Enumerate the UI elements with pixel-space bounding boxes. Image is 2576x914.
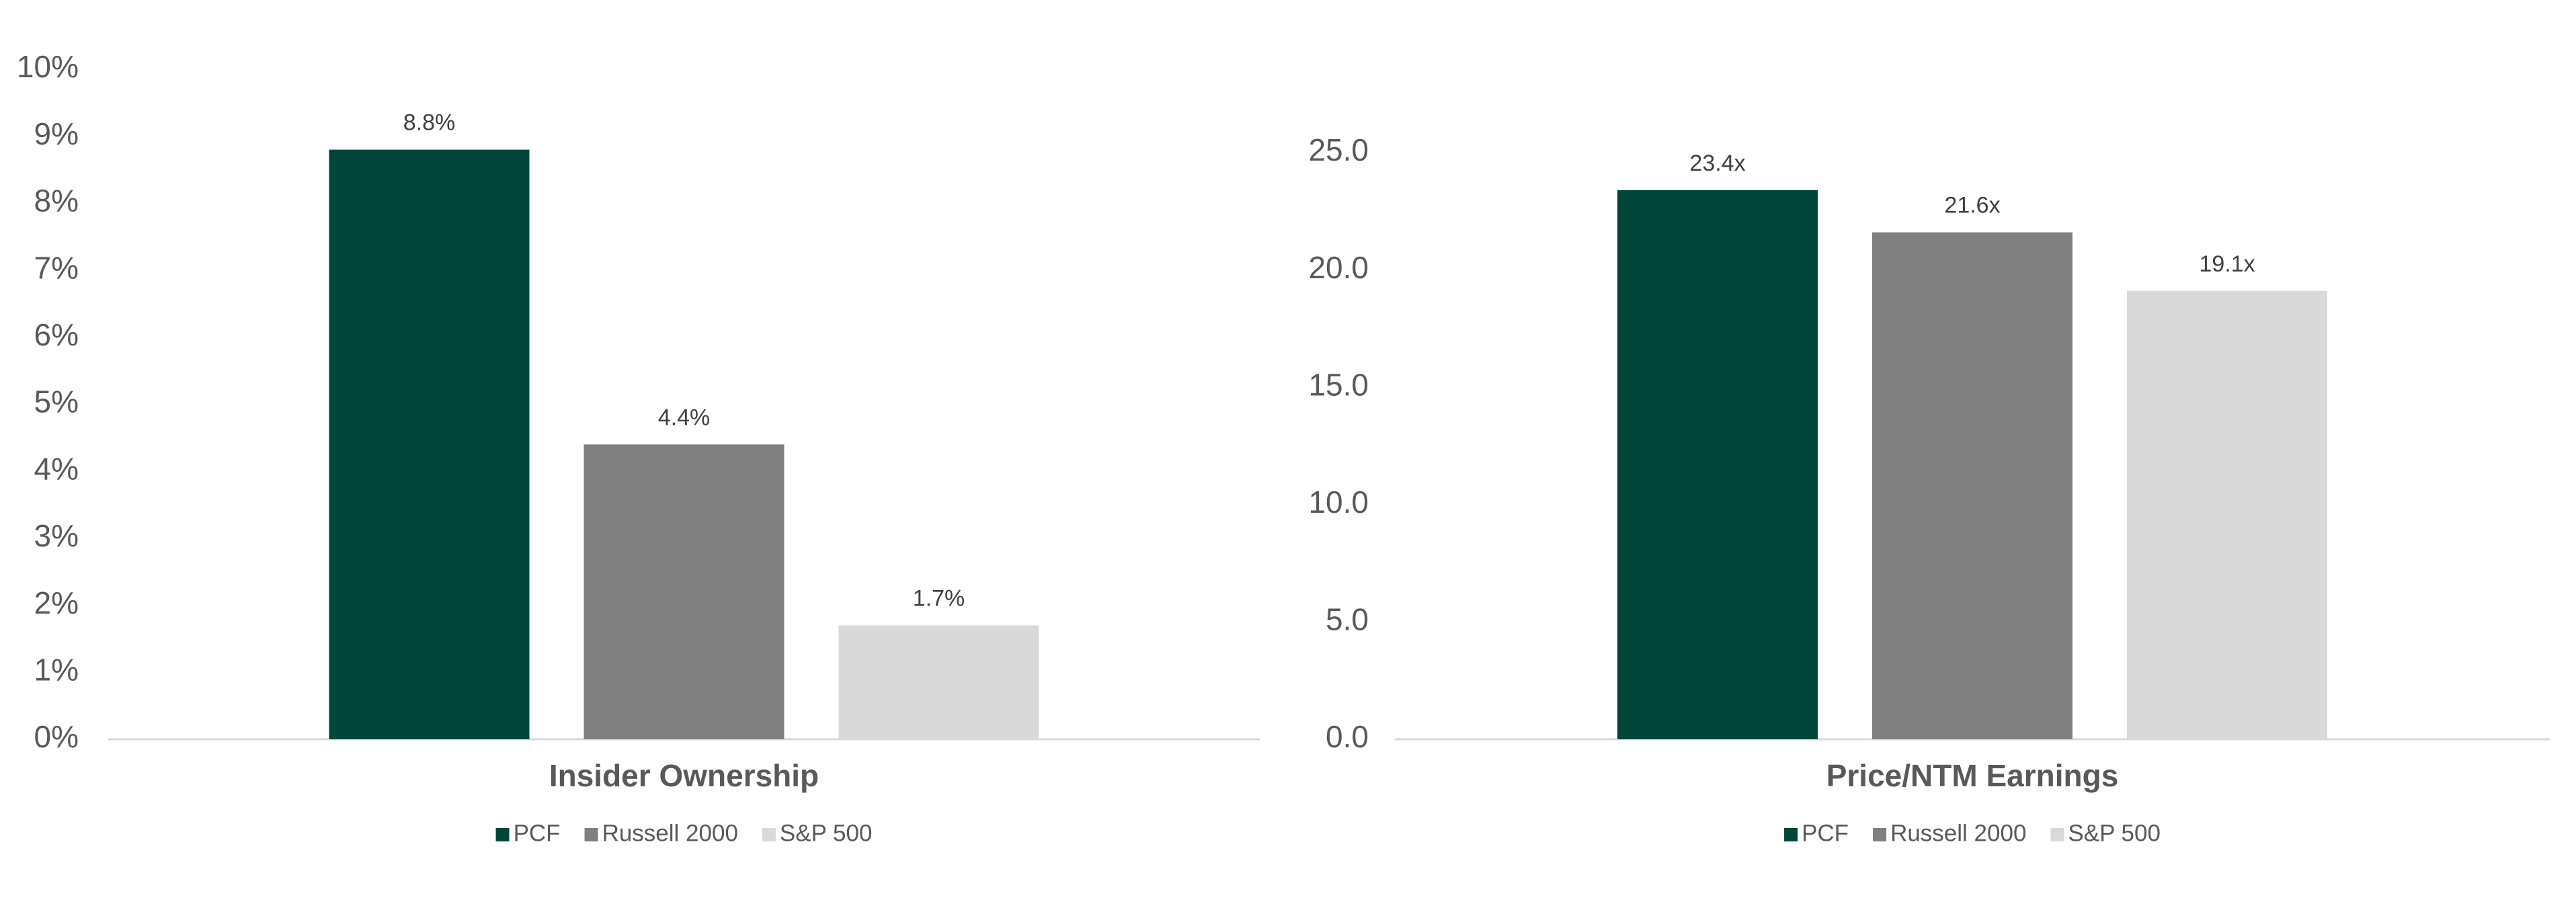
bar bbox=[838, 625, 1039, 739]
legend-label: PCF bbox=[514, 820, 561, 846]
y-tick-label: 5.0 bbox=[1326, 602, 1369, 637]
y-tick-label: 8% bbox=[34, 183, 79, 218]
legend-marker bbox=[495, 828, 510, 841]
y-tick-label: 0% bbox=[34, 719, 79, 754]
value-label: 8.8% bbox=[403, 110, 456, 136]
bar bbox=[1617, 190, 1818, 739]
legend-label: PCF bbox=[1802, 820, 1849, 846]
y-tick-label: 3% bbox=[34, 518, 79, 553]
value-label: 23.4x bbox=[1689, 151, 1745, 176]
legend-label: Russell 2000 bbox=[1890, 820, 2026, 846]
value-label: 19.1x bbox=[2199, 251, 2255, 277]
legend-marker bbox=[1873, 828, 1887, 841]
legend-marker bbox=[584, 828, 598, 841]
bar bbox=[1872, 232, 2072, 739]
y-tick-label: 4% bbox=[34, 451, 79, 486]
legend-marker bbox=[1784, 828, 1798, 841]
y-tick-label: 7% bbox=[34, 250, 79, 285]
bar bbox=[583, 444, 784, 739]
y-tick-label: 5% bbox=[34, 384, 79, 419]
bar bbox=[2127, 291, 2327, 739]
y-tick-label: 25.0 bbox=[1308, 132, 1369, 167]
value-label: 4.4% bbox=[658, 405, 711, 430]
legend-marker bbox=[762, 828, 776, 841]
y-tick-label: 6% bbox=[34, 317, 79, 352]
y-tick-label: 2% bbox=[34, 585, 79, 620]
value-label: 1.7% bbox=[913, 585, 965, 611]
y-tick-label: 10% bbox=[17, 49, 79, 84]
value-label: 21.6x bbox=[1944, 193, 2000, 218]
y-tick-label: 10.0 bbox=[1308, 485, 1369, 520]
category-label: Insider Ownership bbox=[549, 758, 819, 793]
y-tick-label: 1% bbox=[34, 652, 79, 687]
y-tick-label: 15.0 bbox=[1308, 367, 1369, 402]
legend-marker bbox=[2050, 828, 2064, 841]
bar bbox=[329, 149, 530, 739]
y-tick-label: 9% bbox=[34, 116, 79, 151]
y-tick-label: 20.0 bbox=[1308, 250, 1369, 285]
legend-label: Russell 2000 bbox=[602, 820, 738, 846]
category-label: Price/NTM Earnings bbox=[1826, 758, 2119, 793]
legend-label: S&P 500 bbox=[2068, 820, 2161, 846]
legend-label: S&P 500 bbox=[780, 820, 873, 846]
y-tick-label: 0.0 bbox=[1326, 719, 1369, 754]
